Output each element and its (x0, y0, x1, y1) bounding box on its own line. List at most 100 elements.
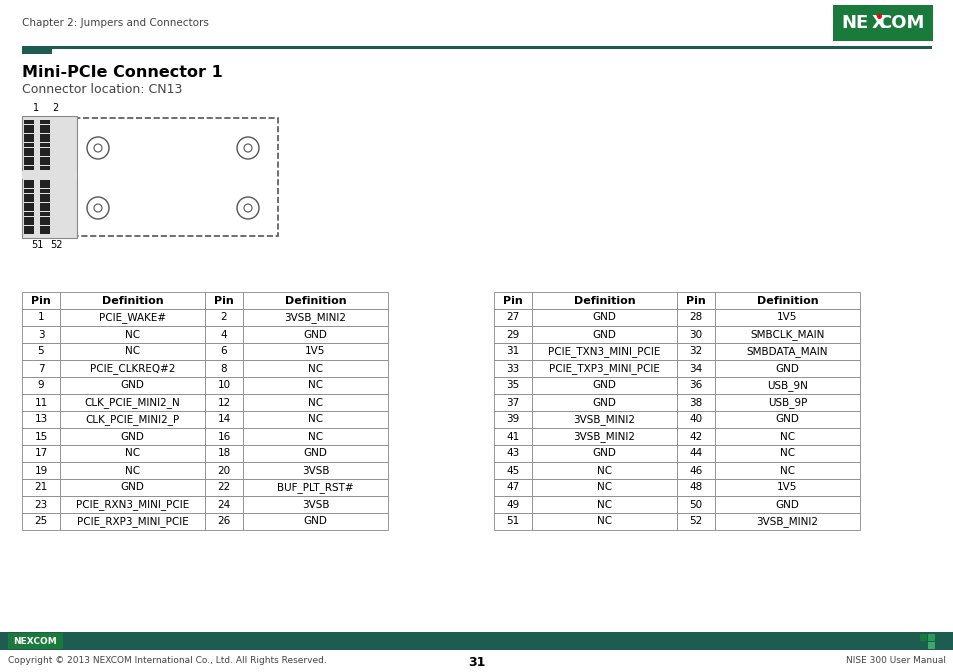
Text: GND: GND (775, 415, 799, 425)
Text: GND: GND (303, 448, 327, 458)
Bar (714, 292, 859, 309)
Bar (60, 377, 205, 394)
Bar (22, 513, 60, 530)
Text: NC: NC (308, 431, 323, 442)
Bar (532, 411, 677, 428)
Text: NC: NC (125, 329, 140, 339)
Text: X: X (871, 14, 885, 32)
Bar (494, 309, 532, 326)
Text: 39: 39 (506, 415, 519, 425)
Text: Definition: Definition (284, 296, 346, 306)
Bar (494, 462, 532, 479)
Text: 3VSB_MINI2: 3VSB_MINI2 (756, 516, 818, 527)
Bar (22, 116, 77, 238)
Text: 7: 7 (38, 364, 44, 374)
Bar (60, 496, 205, 513)
Text: 30: 30 (689, 329, 701, 339)
Bar (677, 360, 714, 377)
Text: 4: 4 (220, 329, 227, 339)
Text: 31: 31 (468, 656, 485, 669)
Text: NC: NC (597, 499, 612, 509)
Bar (40, 143, 50, 147)
Bar (677, 513, 714, 530)
Text: NC: NC (125, 448, 140, 458)
Text: 33: 33 (506, 364, 519, 374)
Text: 12: 12 (217, 398, 231, 407)
Bar (22, 46, 52, 54)
Text: 52: 52 (50, 240, 63, 250)
Bar (494, 326, 532, 343)
Bar (714, 377, 859, 394)
Text: GND: GND (592, 398, 616, 407)
Bar (40, 180, 50, 184)
Bar (532, 394, 677, 411)
Bar (40, 129, 50, 133)
Text: 29: 29 (506, 329, 519, 339)
Text: 32: 32 (689, 347, 702, 357)
Text: 18: 18 (217, 448, 231, 458)
Text: 47: 47 (506, 482, 519, 493)
Bar (40, 221, 50, 225)
Bar (714, 496, 859, 513)
Bar (22, 394, 60, 411)
Bar (494, 292, 532, 309)
Bar (532, 428, 677, 445)
Bar (24, 184, 34, 188)
Bar (532, 445, 677, 462)
Bar (60, 309, 205, 326)
Text: GND: GND (592, 329, 616, 339)
Bar (714, 394, 859, 411)
Bar (40, 134, 50, 138)
Text: CLK_PCIE_MINI2_P: CLK_PCIE_MINI2_P (85, 414, 179, 425)
Text: 14: 14 (217, 415, 231, 425)
Bar (494, 513, 532, 530)
Bar (40, 216, 50, 220)
Bar (40, 212, 50, 216)
Bar (532, 326, 677, 343)
Bar (40, 138, 50, 142)
Bar (677, 343, 714, 360)
Text: Connector location: CN13: Connector location: CN13 (22, 83, 182, 96)
Bar (40, 230, 50, 235)
Bar (494, 360, 532, 377)
Bar (205, 513, 243, 530)
Bar (532, 309, 677, 326)
Text: 25: 25 (34, 517, 48, 526)
Bar (24, 157, 34, 161)
Bar (532, 496, 677, 513)
Text: Pin: Pin (31, 296, 51, 306)
Text: 34: 34 (689, 364, 702, 374)
Bar (243, 377, 388, 394)
Bar (677, 411, 714, 428)
Text: 46: 46 (689, 466, 702, 476)
Bar (24, 138, 34, 142)
Bar (60, 326, 205, 343)
Text: NISE 300 User Manual: NISE 300 User Manual (845, 656, 945, 665)
Bar (532, 360, 677, 377)
Text: 13: 13 (34, 415, 48, 425)
Bar (22, 171, 77, 179)
Bar (24, 124, 34, 128)
Bar (40, 171, 50, 175)
Text: 3VSB: 3VSB (301, 466, 329, 476)
Text: 17: 17 (34, 448, 48, 458)
Text: SMBCLK_MAIN: SMBCLK_MAIN (749, 329, 823, 340)
Bar (40, 157, 50, 161)
Text: Chapter 2: Jumpers and Connectors: Chapter 2: Jumpers and Connectors (22, 18, 209, 28)
Text: GND: GND (592, 448, 616, 458)
Text: 50: 50 (689, 499, 701, 509)
Bar (0, 632, 953, 650)
Bar (24, 203, 34, 207)
Text: 27: 27 (506, 312, 519, 323)
Text: 2: 2 (52, 103, 58, 113)
Bar (8, 633, 63, 649)
Text: 43: 43 (506, 448, 519, 458)
Bar (677, 394, 714, 411)
Text: 49: 49 (506, 499, 519, 509)
Bar (24, 148, 34, 152)
Bar (22, 292, 60, 309)
Bar (40, 208, 50, 212)
Text: GND: GND (592, 380, 616, 390)
Bar (24, 180, 34, 184)
Bar (205, 292, 243, 309)
